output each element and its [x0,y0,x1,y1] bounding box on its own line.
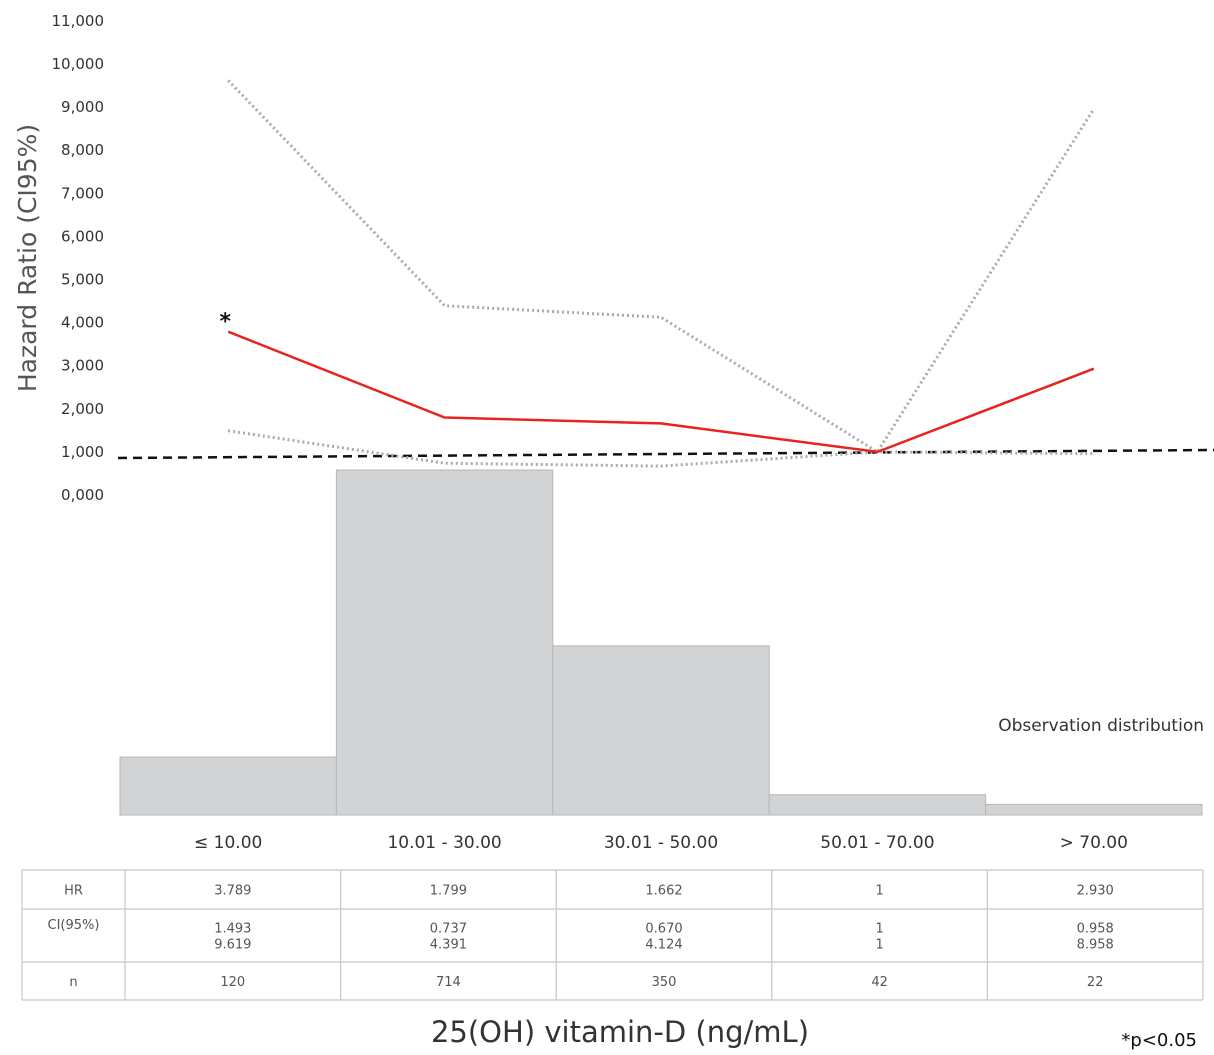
reference-line [117,448,1214,460]
y-tick-label: 8,000 [61,141,104,159]
distribution-bar [119,756,337,816]
table-cell: 0.737 [430,922,467,937]
y-tick-label: 9,000 [61,98,104,116]
table-row-label: CI(95%) [48,918,100,933]
y-tick-label: 6,000 [61,227,104,245]
ci-lower-line [227,429,1094,468]
y-tick-labels: 0,000 1,000 2,000 3,000 4,000 5,000 6,000 7,000… [52,12,105,504]
y-tick-label: 2,000 [61,400,104,418]
table-cell: 1 [875,884,883,899]
y-tick-label: 5,000 [61,271,104,289]
distribution-bar [335,469,554,816]
y-tick-label: 4,000 [61,314,104,332]
distribution-label: Observation distribution [998,716,1204,736]
category-label: 10.01 - 30.00 [387,833,501,853]
table-cell: 0.958 [1077,922,1114,937]
x-axis-label: 25(OH) vitamin-D (ng/mL) [431,1015,809,1049]
table-cell: 120 [220,975,245,990]
distribution-bar [552,645,770,816]
table-cell: 1.799 [430,884,467,899]
y-tick-label: 0,000 [61,486,104,504]
table-cell: 42 [871,975,888,990]
hr-line [227,330,1095,454]
y-tick-label: 11,000 [52,12,105,30]
table-cell: 350 [652,975,677,990]
table-cell: 1 [875,938,883,953]
y-tick-label: 1,000 [61,443,104,461]
table-cell: 4.124 [645,938,682,953]
category-label: 50.01 - 70.00 [820,833,934,853]
ci-upper-line [227,79,1096,454]
table-cell: 3.789 [214,884,251,899]
category-label: ≤ 10.00 [194,833,262,853]
category-labels: ≤ 10.00 10.01 - 30.00 30.01 - 50.00 50.01 -… [194,833,1128,853]
distribution-bar [985,803,1203,816]
category-label: 30.01 - 50.00 [604,833,718,853]
table-cell: 1.662 [645,884,682,899]
table-cell: 4.391 [430,938,467,953]
table-cell: 1.493 [214,922,251,937]
table-row-label: n [69,975,77,990]
category-label: > 70.00 [1060,833,1128,853]
table-cell: 22 [1087,975,1104,990]
distribution-bar [768,794,987,816]
y-tick-label: 7,000 [61,184,104,202]
series-lines: * [219,79,1096,468]
table-cell: 2.930 [1077,884,1114,899]
table-cell: 9.619 [214,938,251,953]
table-cell: 1 [875,922,883,937]
y-tick-label: 10,000 [52,55,105,73]
table-row-label: HR [64,884,83,899]
y-tick-label: 3,000 [61,357,104,375]
table-cell: 714 [436,975,461,990]
stats-table: HR CI(95%) n 3.789 1.799 1.662 1 2.930 1.4939.61… [21,869,1204,1001]
y-axis-label: Hazard Ratio (CI95%) [13,124,42,392]
reference-line-group [117,448,1214,460]
table-cell: 0.670 [645,922,682,937]
significance-marker: * [219,310,231,335]
distribution-histogram [119,469,1203,816]
significance-footnote: *p<0.05 [1121,1030,1197,1051]
table-cell: 8.958 [1077,938,1114,953]
